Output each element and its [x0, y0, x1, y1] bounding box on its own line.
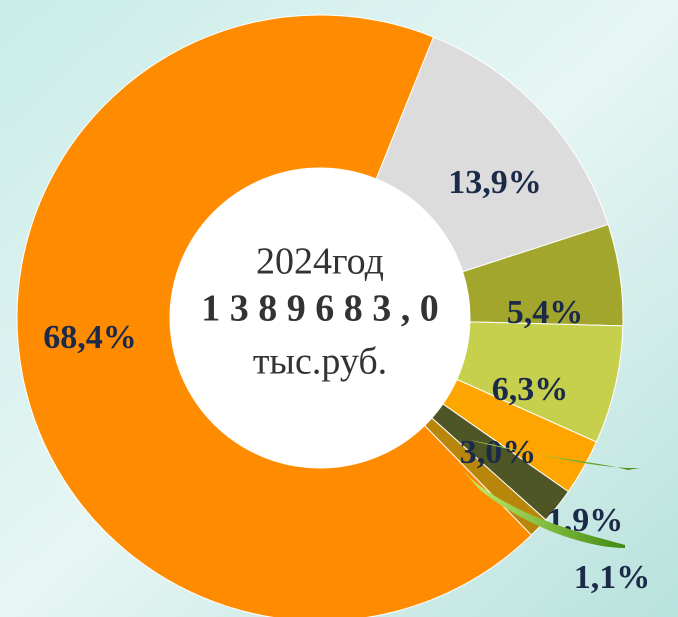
donut-hole	[170, 168, 470, 468]
center-text: 1 3 8 9 6 8 3 , 0	[201, 288, 439, 330]
data-label: 68,4%	[43, 319, 137, 356]
data-label: 1,1%	[574, 559, 651, 596]
center-text: тыс.руб.	[253, 341, 387, 383]
data-label: 13,9%	[448, 164, 542, 201]
data-label: 5,4%	[507, 294, 584, 331]
data-label: 6,3%	[492, 371, 569, 408]
center-text: 2024год	[256, 241, 384, 283]
data-label: 3,0%	[460, 434, 537, 471]
